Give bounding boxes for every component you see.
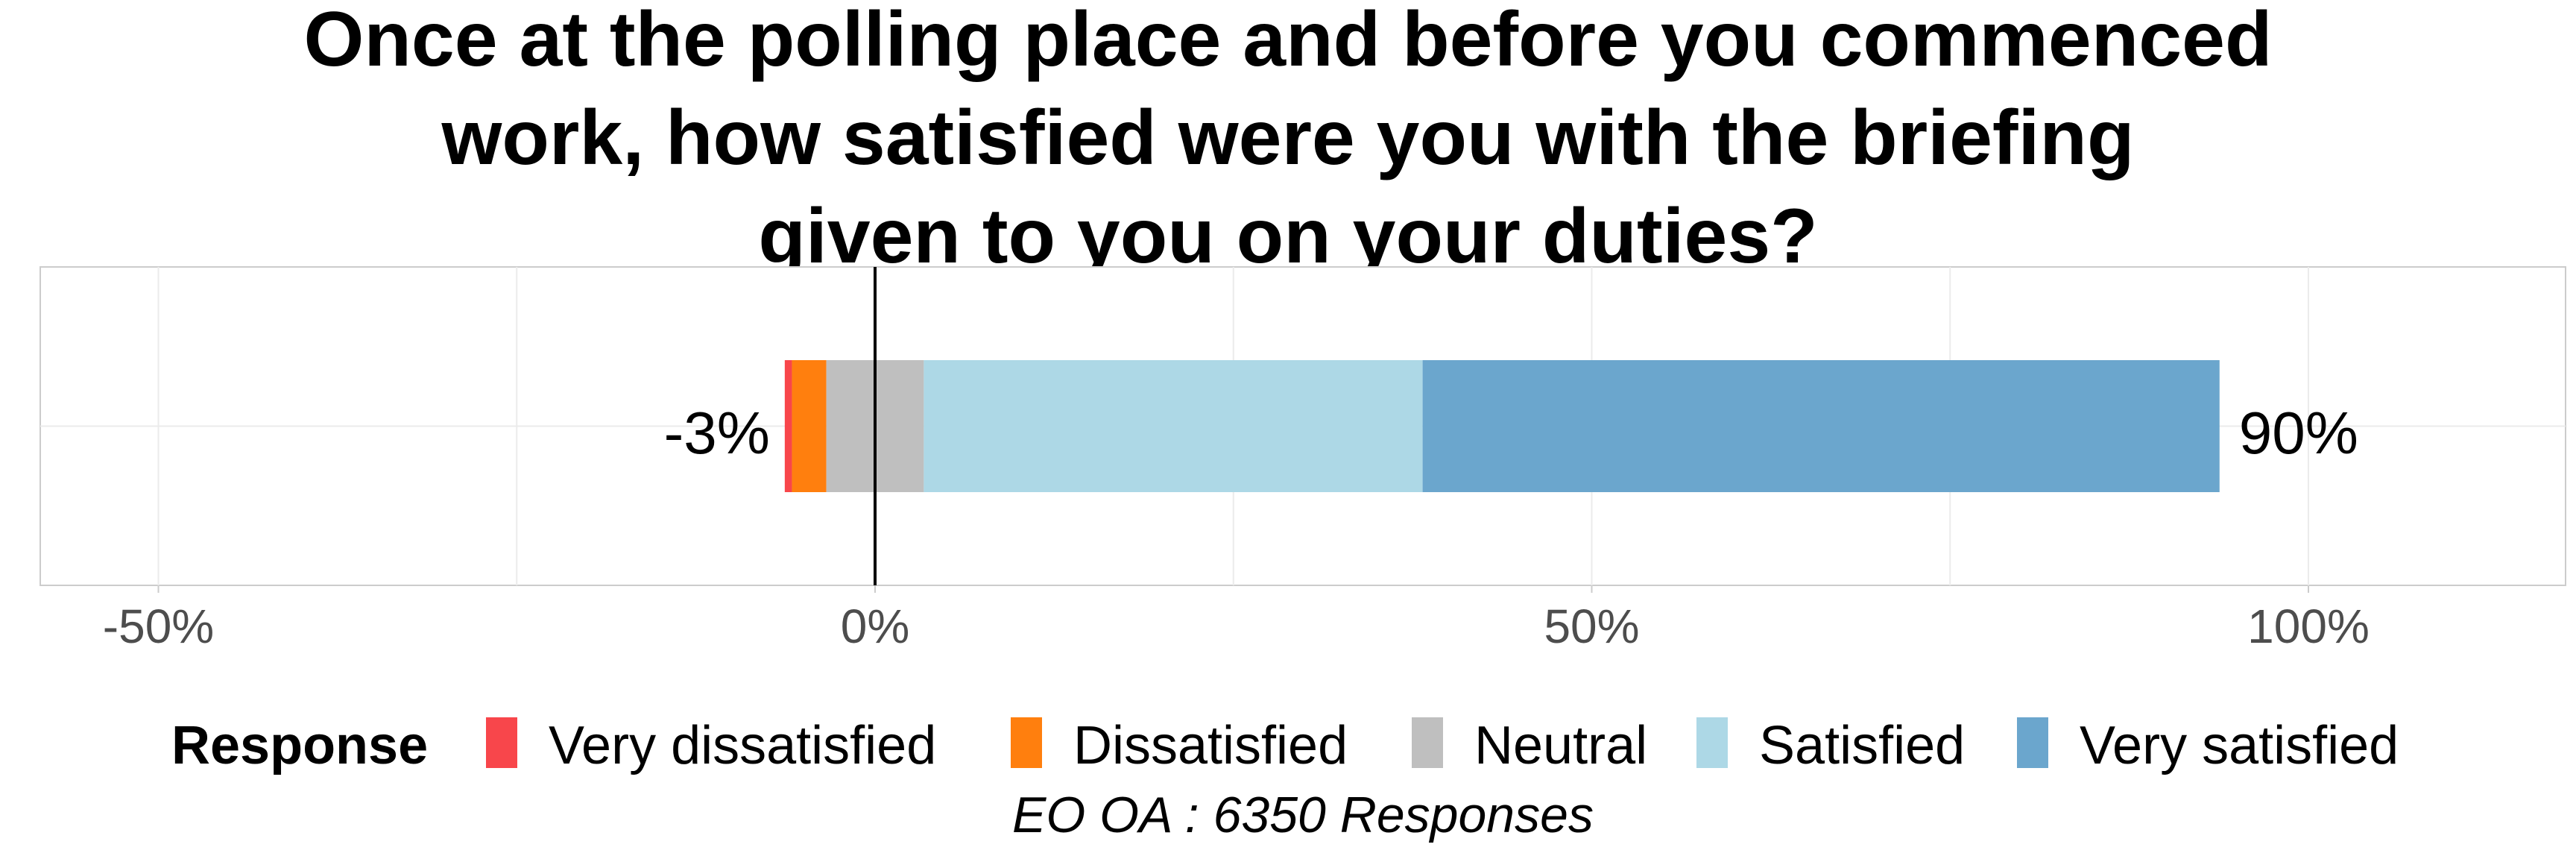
- legend-key: [1412, 717, 1443, 768]
- legend-label: Dissatisfied: [1073, 716, 1348, 775]
- x-tick-label: -50%: [103, 600, 214, 653]
- legend-key: [1011, 717, 1042, 768]
- positive-total-label: 90%: [2239, 400, 2358, 466]
- legend-key: [1696, 717, 1728, 768]
- x-tick-label: 100%: [2247, 600, 2370, 653]
- bar-segment-dissatisfied: [792, 360, 827, 492]
- title-line: work, how satisfied were you with the br…: [441, 95, 2135, 181]
- x-tick-label: 0%: [841, 600, 910, 653]
- legend: Response Very dissatisfied Dissatisfied Ne…: [171, 716, 2399, 775]
- legend-key: [2017, 717, 2048, 768]
- title-line: Once at the polling place and before you…: [304, 0, 2273, 83]
- negative-total-label: -3%: [664, 400, 770, 466]
- legend-label: Satisfied: [1759, 716, 1965, 775]
- legend-key: [486, 717, 517, 768]
- x-axis: -50% 0% 50% 100%: [103, 585, 2370, 653]
- legend-label: Neutral: [1474, 716, 1647, 775]
- x-tick-label: 50%: [1544, 600, 1639, 653]
- chart-title: Once at the polling place and before you…: [304, 0, 2273, 280]
- bar-segments: [784, 360, 2220, 492]
- bar-segment-satisfied: [924, 360, 1423, 492]
- caption: EO OA : 6350 Responses: [1012, 787, 1594, 843]
- bar-segment-very-dissatisfied: [784, 360, 792, 492]
- legend-title: Response: [171, 716, 428, 775]
- bar-segment-very-satisfied: [1422, 360, 2220, 492]
- legend-label: Very satisfied: [2080, 716, 2399, 775]
- title-line: given to you on your duties?: [758, 193, 1817, 280]
- legend-label: Very dissatisfied: [549, 716, 936, 775]
